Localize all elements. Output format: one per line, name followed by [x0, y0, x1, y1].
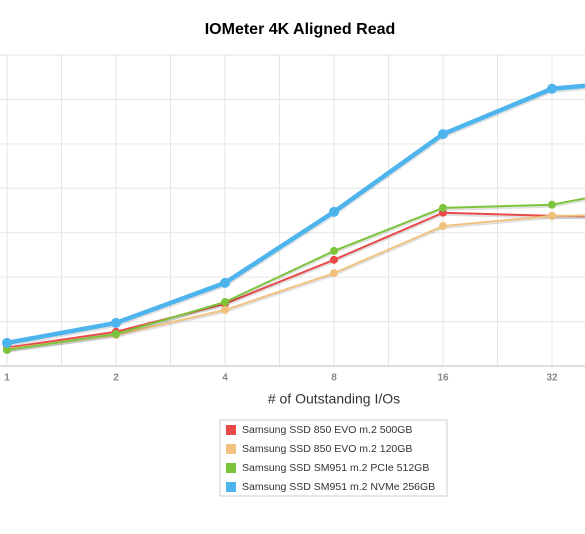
- data-point: [547, 83, 557, 94]
- data-point: [220, 277, 230, 288]
- x-tick-label: 32: [546, 373, 558, 384]
- data-point: [329, 206, 339, 217]
- legend-label: Samsung SSD SM951 m.2 NVMe 256GB: [242, 481, 435, 493]
- series-shadow: [6, 85, 585, 348]
- legend-swatch: [226, 482, 236, 492]
- legend: [219, 419, 448, 497]
- data-point: [221, 298, 229, 307]
- legend-label: Samsung SSD 850 EVO m.2 120GB: [242, 443, 412, 455]
- x-tick-label: 2: [113, 373, 119, 384]
- legend-label: Samsung SSD SM951 m.2 PCIe 512GB: [242, 462, 429, 474]
- data-point: [439, 222, 447, 231]
- legend-swatch: [226, 444, 236, 454]
- data-point: [330, 246, 338, 255]
- series-line: [6, 83, 585, 346]
- x-tick-label: 4: [222, 373, 228, 384]
- data-point: [330, 255, 338, 264]
- chart-title: IOMeter 4K Aligned Read: [205, 21, 396, 38]
- data-point: [221, 306, 229, 315]
- legend-swatch: [226, 425, 236, 435]
- x-tick-label: 1: [4, 373, 10, 384]
- data-point: [2, 337, 12, 348]
- data-point: [112, 330, 120, 339]
- x-tick-label: 8: [331, 373, 337, 384]
- data-point: [548, 211, 556, 220]
- legend-swatch: [226, 463, 236, 473]
- x-tick-label: 16: [437, 373, 449, 384]
- data-point: [330, 269, 338, 278]
- legend-label: Samsung SSD 850 EVO m.2 500GB: [242, 424, 412, 436]
- data-point: [439, 203, 447, 212]
- data-point: [3, 346, 11, 355]
- x-axis-title: # of Outstanding I/Os: [268, 391, 400, 407]
- data-point: [111, 317, 121, 328]
- data-point: [548, 200, 556, 209]
- data-point: [438, 129, 448, 140]
